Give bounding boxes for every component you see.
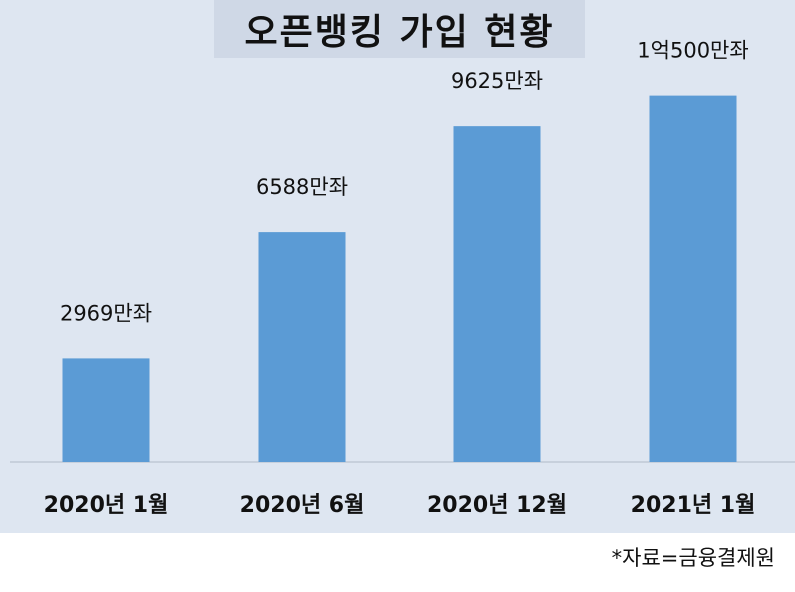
bar-1 — [62, 358, 150, 462]
chart-title: 오픈뱅킹 가입 현황 — [244, 12, 555, 53]
category-label-3: 2020년 12월 — [427, 493, 567, 518]
chart-title-box: 오픈뱅킹 가입 현황 — [214, 0, 585, 58]
bar-2 — [258, 232, 346, 462]
category-label-1: 2020년 1월 — [44, 493, 169, 518]
category-label-4: 2021년 1월 — [631, 493, 756, 518]
bar-4 — [649, 95, 737, 463]
category-labels-group: 2020년 1월 2020년 6월 2020년 12월 2021년 1월 — [44, 493, 756, 518]
bar-value-label-1: 2969만좌 — [60, 301, 152, 325]
source-note: *자료=금융결제원 — [611, 546, 775, 570]
category-label-2: 2020년 6월 — [240, 493, 365, 518]
value-labels-group: 2969만좌 6588만좌 9625만좌 1억500만좌 — [60, 39, 749, 326]
bar-3 — [453, 126, 541, 463]
bar-value-label-2: 6588만좌 — [256, 175, 348, 199]
bars-group — [62, 95, 737, 463]
bar-value-label-4: 1억500만좌 — [637, 39, 748, 63]
bar-value-label-3: 9625만좌 — [451, 69, 543, 93]
